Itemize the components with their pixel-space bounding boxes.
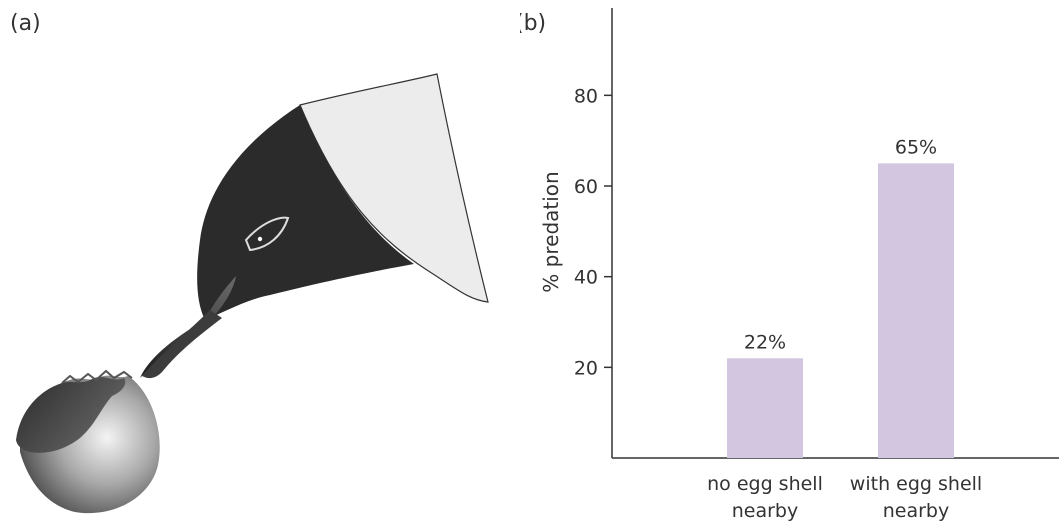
category-label: nearby <box>883 500 950 522</box>
category-label: no egg shell <box>707 473 823 495</box>
egg-shell-interior <box>16 377 126 453</box>
bird-white-cap <box>299 73 489 303</box>
category-labels-group: no egg shell nearby with egg shell nearby <box>707 473 982 522</box>
category-label: with egg shell <box>850 473 982 495</box>
y-axis-title: % predation <box>539 171 563 292</box>
bird-head-icon <box>197 105 414 320</box>
y-tick-label: 60 <box>574 176 598 198</box>
y-tick-label: 20 <box>574 357 598 379</box>
bar-chart: (b) 20 40 60 80 22% 65% no egg shell nearby wi… <box>520 8 1059 522</box>
bar-value-label: 65% <box>895 136 937 158</box>
bars-group <box>727 163 954 459</box>
panel-a-label: (a) <box>10 11 41 36</box>
bar-value-label: 22% <box>744 331 786 353</box>
panel-b-label: (b) <box>520 11 546 36</box>
bar-2 <box>878 163 954 459</box>
y-axis-ticks: 20 40 60 80 <box>574 85 612 379</box>
y-tick-label: 40 <box>574 267 598 289</box>
category-label: nearby <box>732 500 799 522</box>
bird-eye-pupil <box>257 236 263 242</box>
bird-eye-icon <box>244 216 290 252</box>
data-labels-group: 22% 65% <box>744 136 937 353</box>
y-tick-label: 80 <box>574 85 598 107</box>
bird-beak-icon <box>140 276 236 378</box>
bar-1 <box>727 358 803 458</box>
illustration-panel: (a) <box>10 11 489 514</box>
